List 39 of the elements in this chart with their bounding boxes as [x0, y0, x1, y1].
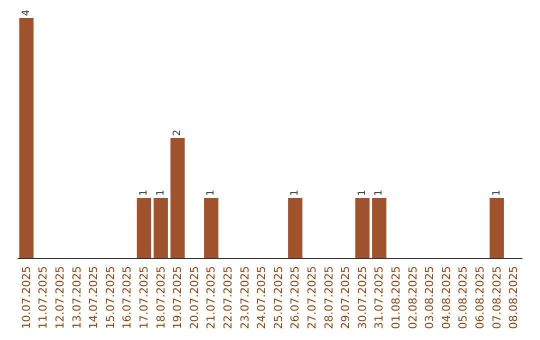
- x-tick-label: 08.08.2025: [507, 266, 520, 330]
- x-tick-label: 12.07.2025: [54, 266, 66, 330]
- x-tick-label: 30.07.2025: [356, 266, 369, 330]
- x-tick-label: 13.07.2025: [70, 266, 84, 330]
- x-tick-label: 22.07.2025: [222, 266, 234, 330]
- x-tick-label: 25.07.2025: [272, 266, 285, 330]
- x-tick-label: 07.08.2025: [490, 266, 504, 330]
- x-tick-label: 02.08.2025: [406, 266, 420, 330]
- x-tick-label: 24.07.2025: [255, 266, 268, 330]
- data-label: 1: [356, 190, 368, 196]
- x-tick-label: 15.07.2025: [104, 266, 117, 330]
- x-tick-label: 11.07.2025: [36, 266, 50, 330]
- x-tick-label: 29.07.2025: [339, 266, 352, 330]
- data-label: 1: [491, 190, 502, 196]
- x-tick-label: 16.07.2025: [120, 266, 134, 330]
- x-tick-label: 03.08.2025: [423, 266, 436, 330]
- x-tick-label: 10.07.2025: [20, 266, 33, 330]
- x-tick-label: 04.08.2025: [440, 266, 453, 330]
- data-label: 1: [374, 190, 385, 196]
- data-label: 1: [290, 190, 301, 196]
- data-label: 2: [172, 130, 184, 136]
- x-tick-label: 06.08.2025: [474, 266, 486, 330]
- x-tick-label: 27.07.2025: [306, 266, 318, 330]
- x-tick-label: 19.07.2025: [171, 266, 184, 330]
- data-label: 1: [155, 190, 166, 196]
- x-tick-label: 01.08.2025: [390, 266, 402, 330]
- x-tick-label: 18.07.2025: [154, 266, 168, 330]
- x-tick-label: 05.08.2025: [456, 266, 470, 330]
- x-tick-label: 31.07.2025: [372, 266, 386, 330]
- x-tick-label: 21.07.2025: [204, 266, 218, 330]
- x-tick-label: 14.07.2025: [87, 266, 100, 330]
- data-label: 4: [20, 10, 32, 16]
- x-tick-label: 17.07.2025: [138, 266, 150, 330]
- x-tick-label: 20.07.2025: [188, 266, 201, 330]
- x-tick-label: 23.07.2025: [238, 266, 252, 330]
- x-tick-label: 28.07.2025: [322, 266, 336, 330]
- data-label: 1: [138, 190, 150, 196]
- x-tick-label: 26.07.2025: [288, 266, 302, 330]
- data-label: 1: [206, 190, 217, 196]
